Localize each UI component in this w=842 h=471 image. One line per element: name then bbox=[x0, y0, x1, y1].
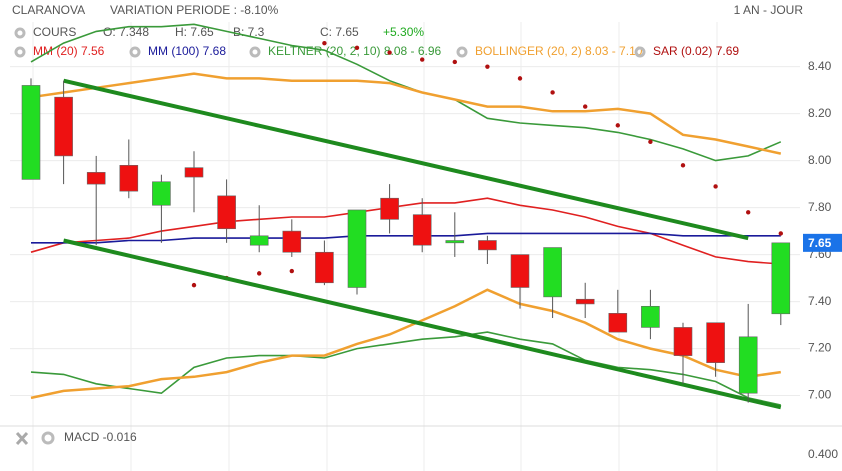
settings-icon[interactable] bbox=[249, 46, 261, 58]
sar-dot bbox=[191, 282, 197, 288]
candle-body bbox=[21, 85, 41, 180]
chart-subtitle: VARIATION PERIODE : -8.10% bbox=[110, 3, 279, 17]
candle-body bbox=[478, 240, 497, 251]
candle-body bbox=[608, 313, 628, 333]
candle-body bbox=[282, 230, 302, 253]
candle-body bbox=[184, 167, 204, 178]
y-tick-label: 7.40 bbox=[808, 294, 832, 308]
candle-body bbox=[412, 214, 432, 246]
indicator-line bbox=[30, 331, 781, 406]
sar-dot bbox=[713, 184, 718, 189]
candle-body bbox=[217, 195, 236, 230]
settings-icon[interactable] bbox=[14, 27, 26, 39]
indicator-line bbox=[31, 232, 781, 244]
candle-body bbox=[119, 165, 139, 192]
ohlc-legend-item: C: 7.65 bbox=[320, 25, 359, 39]
candle-body bbox=[641, 305, 660, 328]
sar-dot bbox=[322, 40, 327, 46]
indicator-legend[interactable]: MM (20) 7.56 bbox=[33, 44, 105, 58]
indicator-line bbox=[30, 72, 782, 155]
settings-icon[interactable] bbox=[129, 46, 141, 58]
macd-title: MACD -0.016 bbox=[64, 430, 137, 444]
indicator-legend[interactable]: MM (100) 7.68 bbox=[148, 44, 226, 58]
trendline bbox=[63, 238, 782, 410]
sar-dot bbox=[452, 59, 457, 65]
trendline bbox=[63, 78, 749, 241]
settings-icon[interactable] bbox=[634, 46, 646, 58]
sar-dot bbox=[680, 163, 686, 168]
candle-body bbox=[510, 254, 530, 288]
candle-body bbox=[543, 247, 562, 298]
y-tick-label: 7.80 bbox=[808, 200, 832, 214]
sar-dot bbox=[648, 139, 653, 145]
candle-body bbox=[347, 209, 367, 288]
candle-body bbox=[380, 197, 399, 220]
macd-close-icon[interactable] bbox=[15, 431, 29, 446]
indicator-line bbox=[30, 288, 781, 400]
candle-body bbox=[152, 181, 171, 206]
sar-dot bbox=[746, 210, 751, 215]
last-price-label: 7.65 bbox=[808, 236, 832, 250]
last-price-marker bbox=[803, 233, 842, 252]
ohlc-legend-item: +5.30% bbox=[383, 25, 424, 39]
sar-dot bbox=[615, 123, 620, 128]
candle-body bbox=[706, 322, 725, 363]
candle-body bbox=[445, 240, 465, 244]
chart-title: CLARANOVA bbox=[12, 3, 85, 17]
sar-dot bbox=[257, 271, 262, 276]
macd-settings-icon[interactable] bbox=[41, 431, 55, 445]
sar-dot bbox=[778, 231, 783, 236]
y-tick-label: 8.00 bbox=[808, 153, 832, 167]
candle-body bbox=[673, 327, 693, 356]
indicator-legend[interactable]: BOLLINGER (20, 2) 8.03 - 7.10 bbox=[475, 44, 643, 58]
sar-dot bbox=[485, 64, 490, 69]
sar-dot bbox=[289, 268, 294, 274]
y-tick-label: 8.20 bbox=[808, 106, 832, 120]
sar-dot bbox=[387, 50, 392, 55]
candle-body bbox=[738, 336, 758, 394]
ohlc-legend-item: COURS bbox=[33, 25, 76, 39]
candle-body bbox=[249, 235, 269, 246]
candle-body bbox=[575, 298, 595, 305]
candle-body bbox=[86, 172, 106, 185]
settings-icon[interactable] bbox=[14, 46, 26, 58]
ohlc-legend-item: H: 7.65 bbox=[175, 25, 214, 39]
sar-dot bbox=[583, 104, 588, 109]
y-tick-label: 7.20 bbox=[808, 341, 832, 355]
candle-body bbox=[54, 96, 73, 157]
macd-tick-label: 0.400 bbox=[808, 447, 838, 461]
sar-dot bbox=[354, 45, 360, 51]
ohlc-legend-item: B: 7.3 bbox=[233, 25, 265, 39]
candle-body bbox=[315, 251, 334, 284]
period-label: 1 AN - JOUR bbox=[734, 3, 804, 17]
y-tick-label: 8.40 bbox=[808, 59, 832, 73]
y-tick-label: 7.00 bbox=[808, 388, 832, 402]
settings-icon[interactable] bbox=[456, 46, 468, 58]
sar-dot bbox=[517, 76, 523, 81]
sar-dot bbox=[550, 90, 555, 95]
indicator-line bbox=[30, 197, 781, 265]
candle-body bbox=[771, 242, 791, 315]
indicator-legend[interactable]: SAR (0.02) 7.69 bbox=[653, 44, 739, 58]
sar-dot bbox=[420, 57, 425, 62]
